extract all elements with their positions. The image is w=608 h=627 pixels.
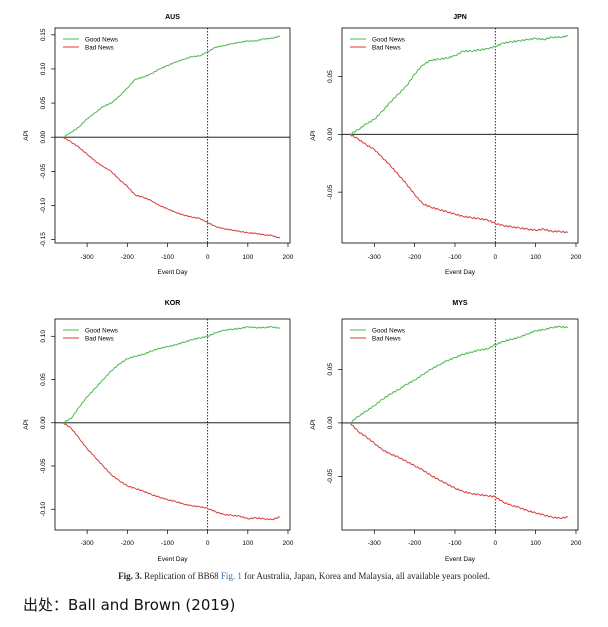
plot-frame bbox=[341, 318, 579, 531]
y-tick-label: -0.15 bbox=[40, 232, 47, 247]
y-tick-label: -0.10 bbox=[40, 198, 47, 213]
chart-panel-jpn: JPN -300 -200 -100 0 100 200 -0.05 0.00 0.05 Event… bbox=[310, 14, 582, 276]
series-line-bad-news bbox=[349, 422, 569, 520]
x-tick-label: 100 bbox=[242, 540, 253, 547]
chart-title: JPN bbox=[453, 14, 467, 21]
x-tick-label: 200 bbox=[571, 254, 582, 261]
legend-label: Bad News bbox=[372, 335, 401, 342]
y-axis-label: API bbox=[23, 419, 30, 430]
x-tick-label: 100 bbox=[242, 254, 253, 261]
series-line-good-news bbox=[62, 35, 280, 138]
x-tick-label: 200 bbox=[571, 540, 582, 547]
x-tick-label: -300 bbox=[368, 254, 381, 261]
chart-panel-kor: KOR -300 -200 -100 0 100 200 -0.10 -0.05 0.00 0.05… bbox=[23, 300, 294, 563]
x-tick-label: -200 bbox=[408, 254, 421, 261]
figure-panels: AUS -300 -200 -100 0 100 200 -0.15 -0.10 -0.05 0.0… bbox=[23, 14, 582, 563]
caption-figure-link[interactable]: Fig. 1 bbox=[220, 571, 242, 581]
chart-title: KOR bbox=[165, 300, 181, 307]
y-tick-label: 0.05 bbox=[327, 363, 334, 376]
x-tick-label: -100 bbox=[161, 254, 174, 261]
y-tick-label: 0.05 bbox=[40, 96, 47, 109]
x-axis-label: Event Day bbox=[158, 556, 189, 563]
y-tick-label: 0.00 bbox=[40, 416, 47, 429]
source-line: 出处：Ball and Brown (2019) bbox=[23, 596, 236, 614]
series-line-good-news bbox=[350, 35, 569, 135]
y-tick-label: -0.05 bbox=[327, 184, 334, 199]
x-tick-label: -100 bbox=[448, 540, 461, 547]
x-tick-label: -200 bbox=[408, 540, 421, 547]
y-axis-label: API bbox=[310, 419, 317, 430]
legend-label: Bad News bbox=[372, 44, 401, 51]
plot-frame bbox=[341, 27, 579, 244]
chart-title: MYS bbox=[452, 300, 468, 307]
chart-panel-mys: MYS -300 -200 -100 0 100 200 -0.05 0.00 0.05 Event… bbox=[310, 300, 582, 563]
legend-label: Good News bbox=[372, 36, 405, 43]
y-tick-label: 0.00 bbox=[327, 128, 334, 141]
x-tick-label: 0 bbox=[206, 540, 210, 547]
x-tick-label: -200 bbox=[121, 540, 134, 547]
series-line-bad-news bbox=[349, 133, 569, 234]
y-tick-label: 0.00 bbox=[40, 130, 47, 143]
y-tick-label: 0.00 bbox=[327, 416, 334, 429]
legend-label: Good News bbox=[85, 327, 118, 334]
chart-panel-aus: AUS -300 -200 -100 0 100 200 -0.15 -0.10 -0.05 0.0… bbox=[23, 14, 294, 276]
caption-text-end: for Australia, Japan, Korea and Malaysia… bbox=[244, 571, 490, 581]
x-axis-label: Event Day bbox=[445, 269, 476, 276]
x-tick-label: -100 bbox=[448, 254, 461, 261]
figure-caption: Fig. 3. Replication of BB68 Fig. 1 for A… bbox=[0, 571, 608, 581]
x-tick-label: 0 bbox=[493, 540, 497, 547]
series-line-good-news bbox=[62, 325, 281, 424]
plot-frame bbox=[54, 27, 291, 244]
x-tick-label: 0 bbox=[206, 254, 210, 261]
caption-figure-label: Fig. 3. bbox=[118, 571, 142, 581]
legend-label: Bad News bbox=[85, 44, 114, 51]
series-line-good-news bbox=[349, 325, 569, 424]
y-axis-label: API bbox=[23, 130, 30, 141]
chart-title: AUS bbox=[165, 14, 180, 21]
y-tick-label: 0.10 bbox=[40, 330, 47, 343]
x-tick-label: 100 bbox=[530, 254, 541, 261]
x-axis-label: Event Day bbox=[445, 556, 476, 563]
x-tick-label: 200 bbox=[283, 254, 294, 261]
series-line-bad-news bbox=[62, 422, 280, 521]
x-tick-label: 0 bbox=[493, 254, 497, 261]
legend-label: Bad News bbox=[85, 335, 114, 342]
x-tick-label: -300 bbox=[81, 254, 94, 261]
caption-text-start: Replication of BB68 bbox=[144, 571, 219, 581]
y-tick-label: 0.05 bbox=[40, 373, 47, 386]
legend-label: Good News bbox=[85, 36, 118, 43]
plot-frame bbox=[54, 318, 291, 531]
x-axis-label: Event Day bbox=[158, 269, 189, 276]
legend-label: Good News bbox=[372, 327, 405, 334]
y-tick-label: -0.10 bbox=[40, 501, 47, 516]
y-tick-label: 0.05 bbox=[327, 70, 334, 83]
x-tick-label: -300 bbox=[368, 540, 381, 547]
y-axis-label: API bbox=[310, 130, 317, 141]
series-line-bad-news bbox=[62, 136, 281, 239]
y-tick-label: -0.05 bbox=[40, 164, 47, 179]
y-tick-label: -0.05 bbox=[40, 458, 47, 473]
y-tick-label: 0.15 bbox=[40, 28, 47, 41]
x-tick-label: -100 bbox=[161, 540, 174, 547]
y-tick-label: -0.05 bbox=[327, 469, 334, 484]
x-tick-label: 100 bbox=[530, 540, 541, 547]
x-tick-label: -200 bbox=[121, 254, 134, 261]
x-tick-label: -300 bbox=[81, 540, 94, 547]
x-tick-label: 200 bbox=[283, 540, 294, 547]
y-tick-label: 0.10 bbox=[40, 62, 47, 75]
